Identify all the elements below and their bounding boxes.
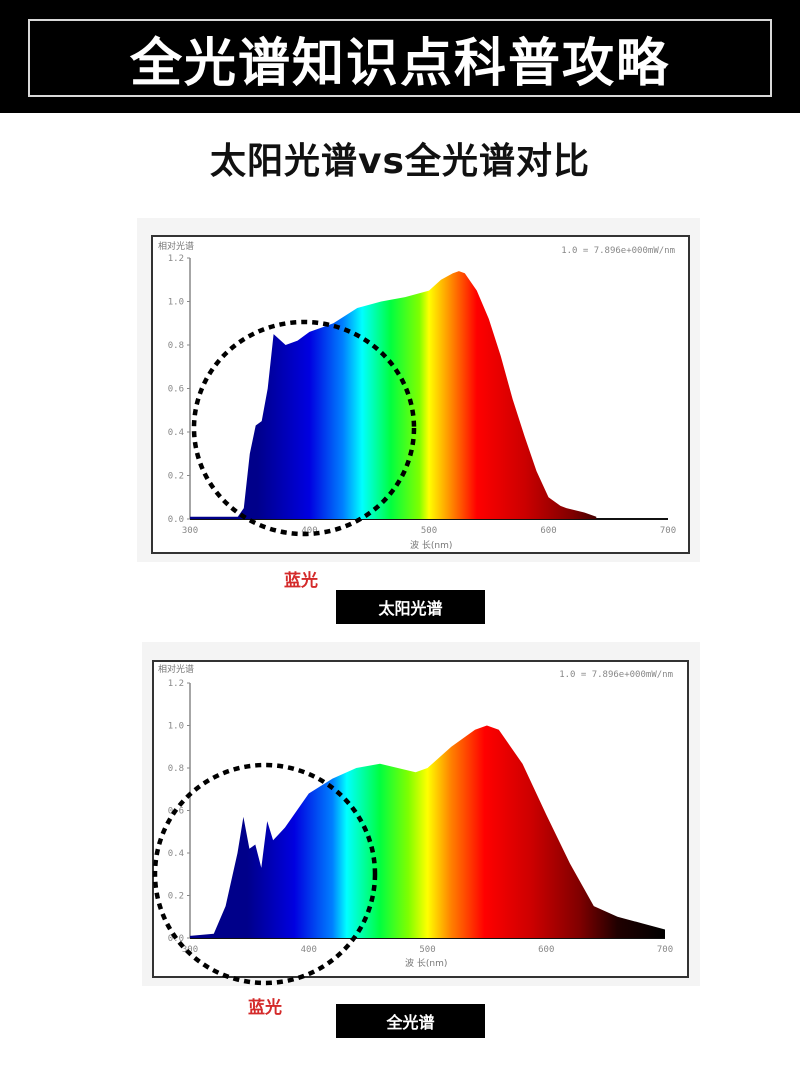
svg-text:1.0: 1.0 — [168, 722, 184, 732]
caption-sunlight: 太阳光谱 — [336, 590, 485, 624]
svg-text:0.4: 0.4 — [168, 428, 184, 438]
blue-light-label-sunlight: 蓝光 — [284, 571, 318, 591]
svg-text:0.6: 0.6 — [168, 385, 184, 395]
svg-text:0.2: 0.2 — [168, 472, 184, 482]
svg-text:1.2: 1.2 — [168, 254, 184, 264]
page-title: 全光谱知识点科普攻略 — [129, 33, 670, 94]
svg-text:0.8: 0.8 — [168, 341, 184, 351]
section-subtitle: 太阳光谱vs全光谱对比 — [210, 141, 590, 182]
svg-text:600: 600 — [540, 526, 556, 536]
svg-text:1.0: 1.0 — [168, 298, 184, 308]
blue-light-label-full-spectrum: 蓝光 — [248, 998, 282, 1018]
svg-text:波 长(nm): 波 长(nm) — [410, 539, 452, 551]
svg-text:1.2: 1.2 — [168, 679, 184, 689]
svg-text:500: 500 — [421, 526, 437, 536]
svg-text:相对光谱: 相对光谱 — [158, 663, 194, 675]
svg-text:400: 400 — [301, 945, 317, 955]
svg-text:0.8: 0.8 — [168, 764, 184, 774]
svg-text:300: 300 — [182, 945, 198, 955]
caption-full-spectrum: 全光谱 — [336, 1004, 485, 1038]
svg-text:1.0 = 7.896e+000mW/nm: 1.0 = 7.896e+000mW/nm — [561, 246, 675, 256]
svg-text:300: 300 — [182, 526, 198, 536]
svg-text:波 长(nm): 波 长(nm) — [405, 957, 447, 969]
svg-text:1.0 = 7.896e+000mW/nm: 1.0 = 7.896e+000mW/nm — [559, 670, 673, 680]
svg-text:0.4: 0.4 — [168, 849, 184, 859]
svg-text:400: 400 — [301, 526, 317, 536]
svg-text:0.0: 0.0 — [168, 934, 184, 944]
svg-text:600: 600 — [538, 945, 554, 955]
svg-text:700: 700 — [657, 945, 673, 955]
header-banner: 全光谱知识点科普攻略 — [0, 0, 800, 113]
svg-text:500: 500 — [419, 945, 435, 955]
header-frame: 全光谱知识点科普攻略 — [28, 19, 772, 97]
svg-text:相对光谱: 相对光谱 — [158, 240, 194, 252]
svg-text:0.0: 0.0 — [168, 515, 184, 525]
svg-text:0.2: 0.2 — [168, 892, 184, 902]
svg-text:700: 700 — [660, 526, 676, 536]
